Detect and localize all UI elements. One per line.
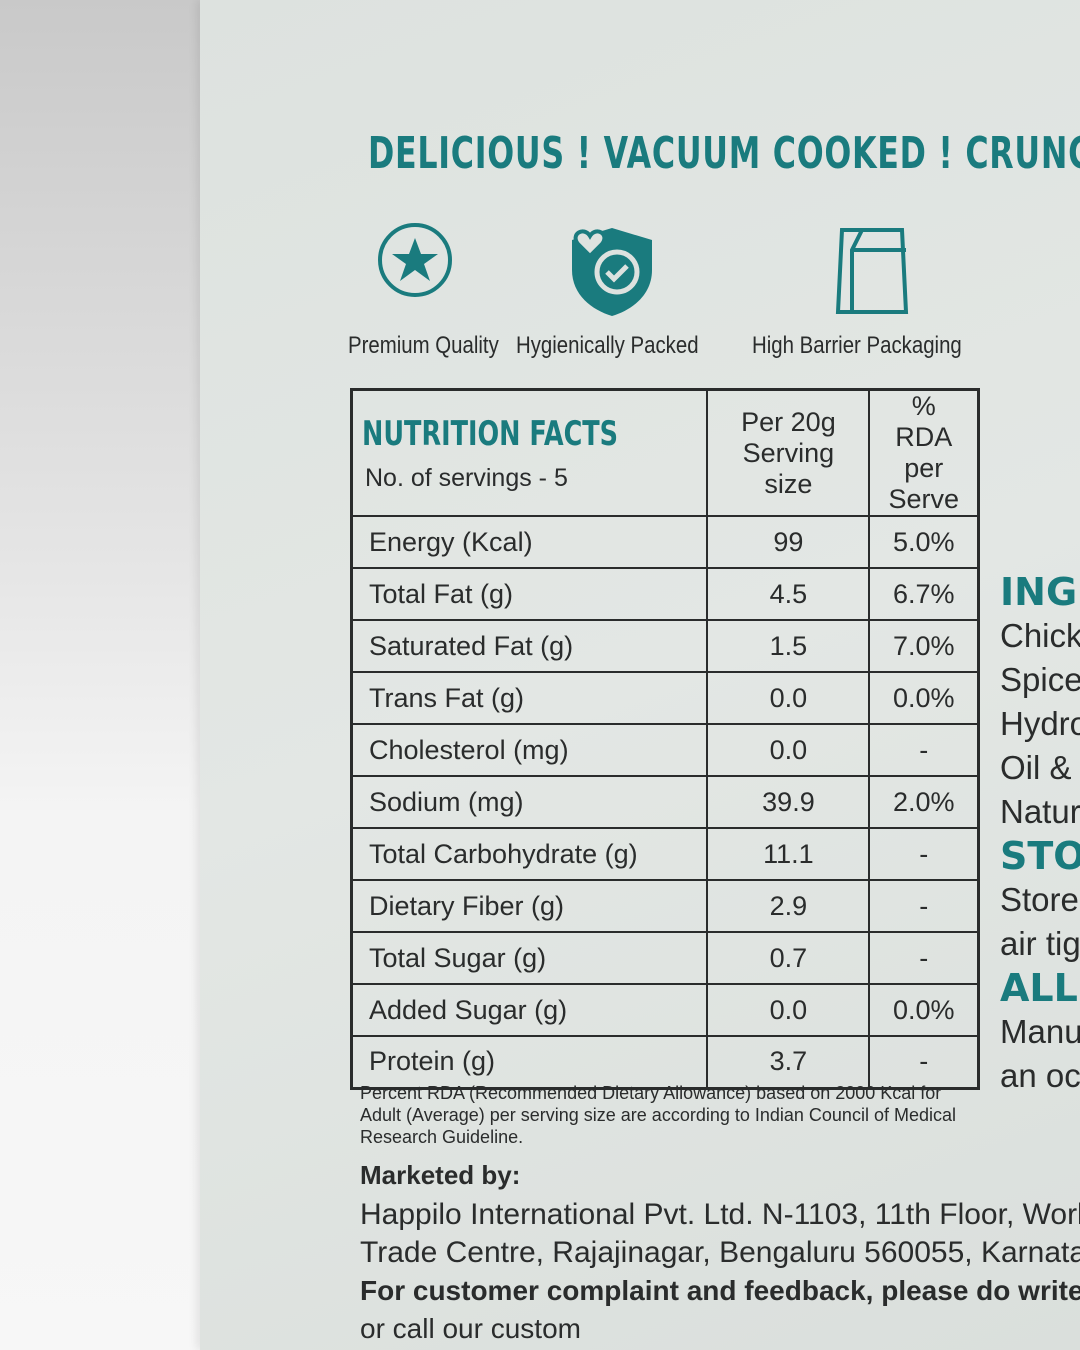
table-row: Total Carbohydrate (g) 11.1- <box>350 827 980 881</box>
storage-line: air tigh <box>1000 925 1080 962</box>
complaint-line: or call our custom <box>360 1313 581 1344</box>
badge-premium-quality: Premium Quality <box>348 220 499 359</box>
nutrition-facts-table: NUTRITION FACTS No. of servings - 5 Per 2… <box>350 388 980 1090</box>
badge-high-barrier-packaging: High Barrier Packaging <box>752 220 962 359</box>
nutrient-rda: - <box>868 723 980 777</box>
table-row: Sodium (mg) 39.9 2.0% <box>350 775 980 829</box>
nutrient-value: 0.0 <box>706 671 871 725</box>
nutrient-name: Saturated Fat (g) <box>350 619 709 673</box>
nutrient-value: 3.7 <box>706 1035 871 1089</box>
nutrient-name: Added Sugar (g) <box>350 983 709 1037</box>
marketed-by: Marketed by: Happilo International Pvt. … <box>360 1160 1080 1348</box>
nutrient-value: 4.5 <box>706 567 871 621</box>
table-row: Cholesterol (mg) 0.0- <box>350 723 980 777</box>
allergen-heading: ALLER <box>1000 966 1080 1010</box>
servings: No. of servings - 5 <box>365 463 568 492</box>
table-row: Energy (Kcal) 99 5.0% <box>350 515 980 569</box>
nutrient-value: 39.9 <box>706 775 871 829</box>
pouch-icon <box>835 228 909 314</box>
nutrient-value: 0.0 <box>706 723 871 777</box>
table-row: Saturated Fat (g) 1.5 7.0% <box>350 619 980 673</box>
nutrient-value: 1.5 <box>706 619 871 673</box>
shield-check-icon <box>572 228 652 316</box>
storage-heading: STOR <box>1000 834 1080 878</box>
rda-footnote: Percent RDA (Recommended Dietary Allowan… <box>360 1083 956 1147</box>
nutrient-name: Trans Fat (g) <box>350 671 709 725</box>
badge-hygienically-packed: Hygienically Packed <box>516 220 699 359</box>
tagline: DELICIOUS ! VACUUM COOKED ! CRUNC <box>368 128 1080 179</box>
ingredients-heading: INGR <box>1000 570 1080 614</box>
table-row: Total Fat (g) 4.5 6.7% <box>350 567 980 621</box>
address-line: Trade Centre, Rajajinagar, Bengaluru 560… <box>360 1236 1080 1269</box>
ingredient-line: Nature <box>1000 793 1080 830</box>
nutrient-name: Dietary Fiber (g) <box>350 879 709 933</box>
table-row: Trans Fat (g) 0.0 0.0% <box>350 671 980 725</box>
badge-label: Premium Quality <box>348 332 499 359</box>
nutrient-value: 11.1 <box>706 827 871 881</box>
badge-label: High Barrier Packaging <box>752 332 962 359</box>
nutrient-rda: 7.0% <box>868 619 980 673</box>
table-row: Total Sugar (g) 0.7- <box>350 931 980 985</box>
column-per-serving: Per 20g Serving size <box>706 388 871 517</box>
nutrient-value: 2.9 <box>706 879 871 933</box>
nutrient-name: Total Carbohydrate (g) <box>350 827 709 881</box>
nutrient-value: 99 <box>706 515 871 569</box>
nutrient-name: Energy (Kcal) <box>350 515 709 569</box>
nutrient-rda: - <box>868 1035 980 1089</box>
nutrient-rda: - <box>868 931 980 985</box>
table-row: Added Sugar (g) 0.0 0.0% <box>350 983 980 1037</box>
marketed-heading: Marketed by: <box>360 1160 521 1190</box>
allergen-line: Manufa <box>1000 1013 1080 1050</box>
nutrient-rda: - <box>868 879 980 933</box>
ingredient-line: Spice & <box>1000 661 1080 698</box>
nutrient-rda: 0.0% <box>868 671 980 725</box>
nutrient-name: Sodium (mg) <box>350 775 709 829</box>
nutrient-rda: 6.7% <box>868 567 980 621</box>
complaint-line: For customer complaint and feedback, ple… <box>360 1275 1080 1306</box>
nutrient-rda: 5.0% <box>868 515 980 569</box>
ingredient-line: Hydroly <box>1000 705 1080 742</box>
column-rda: % RDA per Serve <box>868 388 980 517</box>
table-header: NUTRITION FACTS No. of servings - 5 Per 2… <box>350 388 980 517</box>
allergen-line: an occa <box>1000 1057 1080 1094</box>
nutrient-name: Total Fat (g) <box>350 567 709 621</box>
nutrient-rda: 2.0% <box>868 775 980 829</box>
nutrient-value: 0.0 <box>706 983 871 1037</box>
address-line: Happilo International Pvt. Ltd. N-1103, … <box>360 1198 1080 1231</box>
badge-label: Hygienically Packed <box>516 332 699 359</box>
table-row: Protein (g) 3.7- <box>350 1035 980 1089</box>
storage-line: Store i <box>1000 881 1080 918</box>
nutrient-name: Total Sugar (g) <box>350 931 709 985</box>
nutrient-rda: - <box>868 827 980 881</box>
nutrition-title: NUTRITION FACTS <box>362 413 619 454</box>
nutrient-name: Protein (g) <box>350 1035 709 1089</box>
package-back: DELICIOUS ! VACUUM COOKED ! CRUNC Premiu… <box>200 0 1080 1350</box>
nutrient-rda: 0.0% <box>868 983 980 1037</box>
table-row: Dietary Fiber (g) 2.9- <box>350 879 980 933</box>
side-info: INGR Chickp Spice & Hydroly Oil & Fl Nat… <box>1000 570 1080 1098</box>
star-icon <box>378 223 452 297</box>
nutrient-value: 0.7 <box>706 931 871 985</box>
nutrient-name: Cholesterol (mg) <box>350 723 709 777</box>
ingredient-line: Oil & Fl <box>1000 749 1080 786</box>
ingredient-line: Chickp <box>1000 617 1080 654</box>
